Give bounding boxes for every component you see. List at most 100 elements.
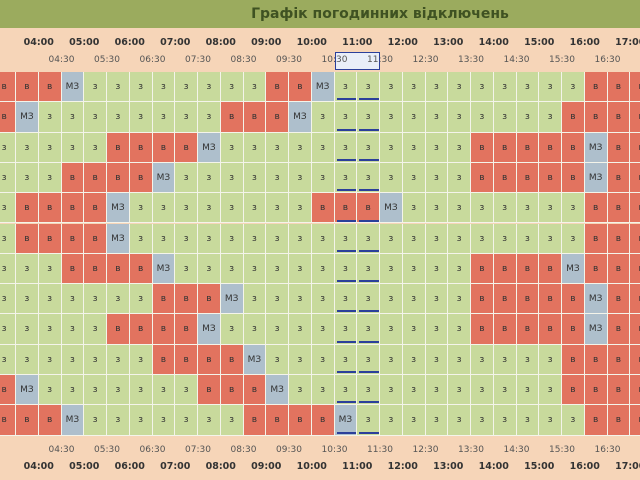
schedule-cell: в — [175, 344, 198, 375]
schedule-cell: з — [311, 162, 335, 194]
schedule-cell: з — [243, 132, 267, 163]
schedule-cell: МЗ — [266, 375, 289, 406]
schedule-cell: в — [607, 344, 631, 375]
hour-label: 05:00 — [69, 37, 100, 48]
schedule-cell: з — [448, 344, 471, 375]
schedule-cell: з — [539, 72, 562, 103]
schedule-cell: з — [402, 344, 426, 375]
schedule-cell: з — [152, 375, 176, 406]
schedule-cell: з — [84, 284, 107, 315]
schedule-cell: з — [334, 72, 358, 103]
schedule-cell: в — [220, 102, 244, 133]
schedule-cell: в — [266, 102, 289, 133]
schedule-cell: з — [129, 405, 153, 436]
schedule-cell: в — [220, 344, 244, 375]
schedule-cell: МЗ — [243, 344, 267, 375]
schedule-cell: з — [175, 375, 198, 406]
schedule-cell: з — [471, 223, 494, 254]
schedule-cell: в — [630, 193, 640, 224]
schedule-cell: з — [425, 223, 449, 254]
schedule-cell: з — [562, 405, 585, 436]
schedule-cell: з — [334, 344, 358, 375]
schedule-cell: з — [471, 375, 494, 406]
schedule-cell: з — [357, 405, 380, 436]
schedule-cell: з — [311, 102, 335, 133]
schedule-cell: в — [175, 132, 198, 163]
schedule-cell: з — [266, 223, 289, 254]
schedule-cell: в — [38, 72, 62, 103]
schedule-cell: з — [402, 253, 426, 285]
schedule-cell: в — [289, 72, 312, 103]
schedule-cell: з — [425, 284, 449, 315]
schedule-cell: з — [471, 193, 494, 224]
schedule-cell: в — [607, 72, 631, 103]
schedule-cell: з — [380, 405, 403, 436]
schedule-cell: з — [425, 102, 449, 133]
schedule-cell: в — [539, 284, 562, 315]
schedule-cell: в — [152, 132, 176, 163]
schedule-cell: з — [334, 314, 358, 345]
schedule-cell: МЗ — [61, 405, 85, 436]
schedule-cell: з — [380, 314, 403, 345]
hour-label: 13:00 — [433, 461, 464, 472]
schedule-cell: з — [175, 223, 198, 254]
schedule-cell: з — [289, 344, 312, 375]
schedule-cell: з — [175, 162, 198, 194]
schedule-cell: з — [198, 102, 221, 133]
schedule-cell: з — [220, 193, 244, 224]
schedule-cell: з — [562, 193, 585, 224]
schedule-cell: з — [448, 162, 471, 194]
schedule-cell: з — [107, 344, 130, 375]
schedule-cell: з — [380, 253, 403, 285]
schedule-cell: з — [539, 344, 562, 375]
schedule-cell: з — [380, 72, 403, 103]
schedule-cell: в — [16, 405, 39, 436]
schedule-cell: з — [220, 405, 244, 436]
schedule-cell: з — [266, 162, 289, 194]
half-hour-label: 12:30 — [412, 445, 439, 455]
schedule-cell: в — [493, 253, 517, 285]
schedule-cell: з — [516, 405, 540, 436]
schedule-cell: в — [16, 223, 39, 254]
hour-label: 14:00 — [478, 37, 509, 48]
schedule-cell: з — [16, 314, 39, 345]
schedule-cell: з — [402, 72, 426, 103]
schedule-cell: МЗ — [107, 223, 130, 254]
schedule-cell: в — [129, 132, 153, 163]
schedule-cell: в — [471, 314, 494, 345]
schedule-cell: з — [425, 344, 449, 375]
schedule-cell: з — [311, 284, 335, 315]
schedule-cell: з — [311, 253, 335, 285]
schedule-cell: з — [425, 314, 449, 345]
half-hour-label: 15:30 — [549, 55, 575, 65]
schedule-cell: з — [493, 344, 517, 375]
schedule-cell: з — [380, 162, 403, 194]
schedule-cell: в — [607, 314, 631, 345]
schedule-cell: з — [38, 102, 62, 133]
schedule-cell: з — [0, 193, 16, 224]
schedule-cell: в — [630, 253, 640, 285]
schedule-cell: в — [630, 375, 640, 406]
schedule-cell: з — [16, 344, 39, 375]
schedule-cell: з — [448, 72, 471, 103]
schedule-cell: з — [38, 375, 62, 406]
schedule-cell: з — [493, 223, 517, 254]
schedule-cell: з — [220, 223, 244, 254]
schedule-cell: в — [0, 375, 16, 406]
schedule-cell: з — [539, 375, 562, 406]
schedule-cell: в — [175, 314, 198, 345]
hour-label: 09:00 — [251, 461, 282, 472]
schedule-cell: в — [84, 223, 107, 254]
half-hour-label: 16:30 — [594, 55, 621, 65]
schedule-cell: в — [198, 284, 221, 315]
schedule-cell: в — [107, 314, 130, 345]
schedule-cell: з — [220, 162, 244, 194]
schedule-cell: в — [562, 162, 585, 194]
schedule-cell: в — [607, 162, 631, 194]
half-hour-label: 13:30 — [458, 55, 484, 65]
schedule-cell: в — [607, 284, 631, 315]
schedule-cell: з — [84, 132, 107, 163]
schedule-cell: в — [584, 253, 608, 285]
schedule-cell: з — [380, 223, 403, 254]
